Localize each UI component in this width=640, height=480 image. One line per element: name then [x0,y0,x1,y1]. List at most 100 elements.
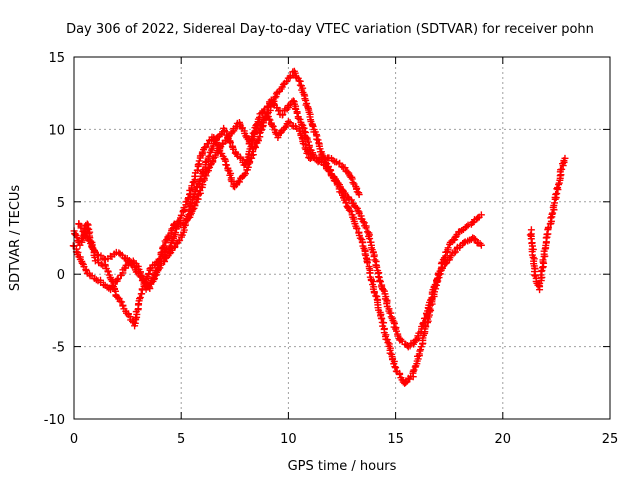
data-point [558,165,566,173]
data-point [263,103,271,111]
data-point [170,221,178,229]
x-tick-label: 5 [177,432,185,447]
data-point [194,161,202,169]
data-point [555,180,563,188]
data-point [313,135,321,143]
data-point [477,211,485,219]
data-point [470,235,478,243]
x-tick-label: 20 [495,432,512,447]
data-point [324,166,332,174]
data-point [309,122,317,130]
data-point [215,144,223,152]
data-point [136,295,144,303]
data-point [471,236,479,244]
data-point [338,162,346,170]
data-point [190,191,198,199]
data-point [188,182,196,190]
data-point [353,225,361,233]
data-point [104,268,112,276]
data-point [341,164,349,172]
data-point [392,364,400,372]
data-point [126,313,134,321]
data-point [359,218,367,226]
data-point [371,256,379,264]
data-point [349,179,357,187]
x-tick-label: 10 [280,432,297,447]
data-point [530,271,538,279]
data-point [434,274,442,282]
data-point [451,248,459,256]
data-point [553,185,561,193]
data-point [370,289,378,297]
data-point [474,214,482,222]
data-point [362,224,370,232]
y-tick-label: 15 [48,51,65,66]
data-point [544,223,552,231]
data-point [321,161,329,169]
data-point [192,187,200,195]
data-point [421,314,429,322]
data-point [132,314,140,322]
data-point [137,273,145,281]
data-point [552,190,560,198]
data-point [182,221,190,229]
data-point [73,233,81,241]
data-point [118,298,126,306]
data-point [82,233,90,241]
data-point [258,118,266,126]
data-point [298,120,306,128]
data-point [252,143,260,151]
data-point [269,122,277,130]
y-tick-label: -5 [52,341,65,356]
data-point [170,220,178,228]
data-point [342,199,350,207]
y-axis-label: SDTVAR / TECUs [8,185,23,292]
axis-ticks: 0 5 10 15 20 25 -10 -5 0 5 10 15 [44,51,619,447]
chart-title: Day 306 of 2022, Sidereal Day-to-day VTE… [66,22,594,37]
data-point [363,259,371,267]
data-point [419,320,427,328]
data-point [235,178,243,186]
data-point [352,203,360,211]
data-point [477,241,485,249]
data-point [159,243,167,251]
data-point [380,319,388,327]
data-point [83,224,91,232]
plot-frame [73,56,611,420]
data-point [283,77,291,85]
data-point [74,237,82,245]
data-point [136,294,144,302]
data-point [279,110,287,118]
data-point [334,179,342,187]
grid-lines [74,57,610,419]
data-point [242,160,250,168]
data-point [381,295,389,303]
data-point [416,347,424,355]
data-point [460,239,468,247]
data-series [69,67,569,387]
data-point [177,211,185,219]
data-point [389,316,397,324]
data-point [281,123,289,131]
x-tick-label: 0 [70,432,78,447]
data-point [266,116,274,124]
series-trace-d [526,154,569,294]
y-tick-label: -10 [44,413,65,428]
data-point [301,144,309,152]
data-point [205,152,213,160]
y-tick-label: 0 [57,268,65,283]
data-point [259,109,267,117]
data-point [366,235,374,243]
data-point [559,160,567,168]
data-point [93,251,101,259]
data-point [188,199,196,207]
data-point [384,339,392,347]
x-axis-label: GPS time / hours [288,459,397,474]
data-point [283,105,291,113]
data-point [299,123,307,131]
data-point [356,234,364,242]
data-point [526,231,534,239]
data-point [450,249,458,257]
data-point [343,168,351,176]
